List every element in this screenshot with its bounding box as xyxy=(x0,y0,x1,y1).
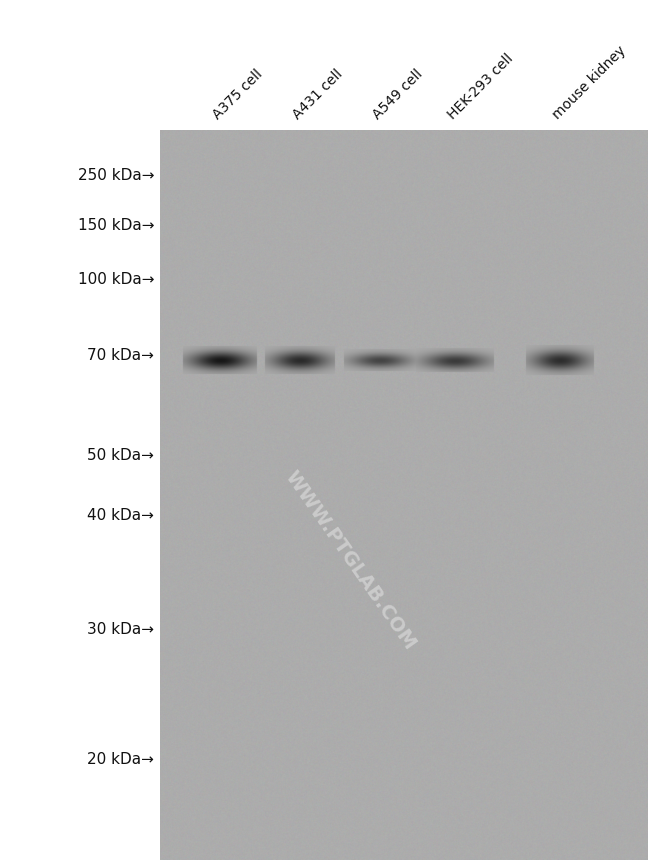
Text: 40 kDa→: 40 kDa→ xyxy=(87,507,154,522)
Text: 100 kDa→: 100 kDa→ xyxy=(77,273,154,288)
Text: 50 kDa→: 50 kDa→ xyxy=(87,448,154,462)
Text: 30 kDa→: 30 kDa→ xyxy=(87,623,154,637)
Text: HEK-293 cell: HEK-293 cell xyxy=(445,51,516,122)
Text: mouse kidney: mouse kidney xyxy=(550,43,629,122)
Text: A549 cell: A549 cell xyxy=(370,67,425,122)
Text: 250 kDa→: 250 kDa→ xyxy=(77,167,154,183)
Text: 70 kDa→: 70 kDa→ xyxy=(87,347,154,363)
Text: 20 kDa→: 20 kDa→ xyxy=(87,753,154,767)
Text: WWW.PTGLAB.COM: WWW.PTGLAB.COM xyxy=(281,467,419,653)
Text: 150 kDa→: 150 kDa→ xyxy=(77,217,154,232)
Text: A375 cell: A375 cell xyxy=(210,67,265,122)
Text: A431 cell: A431 cell xyxy=(290,67,345,122)
